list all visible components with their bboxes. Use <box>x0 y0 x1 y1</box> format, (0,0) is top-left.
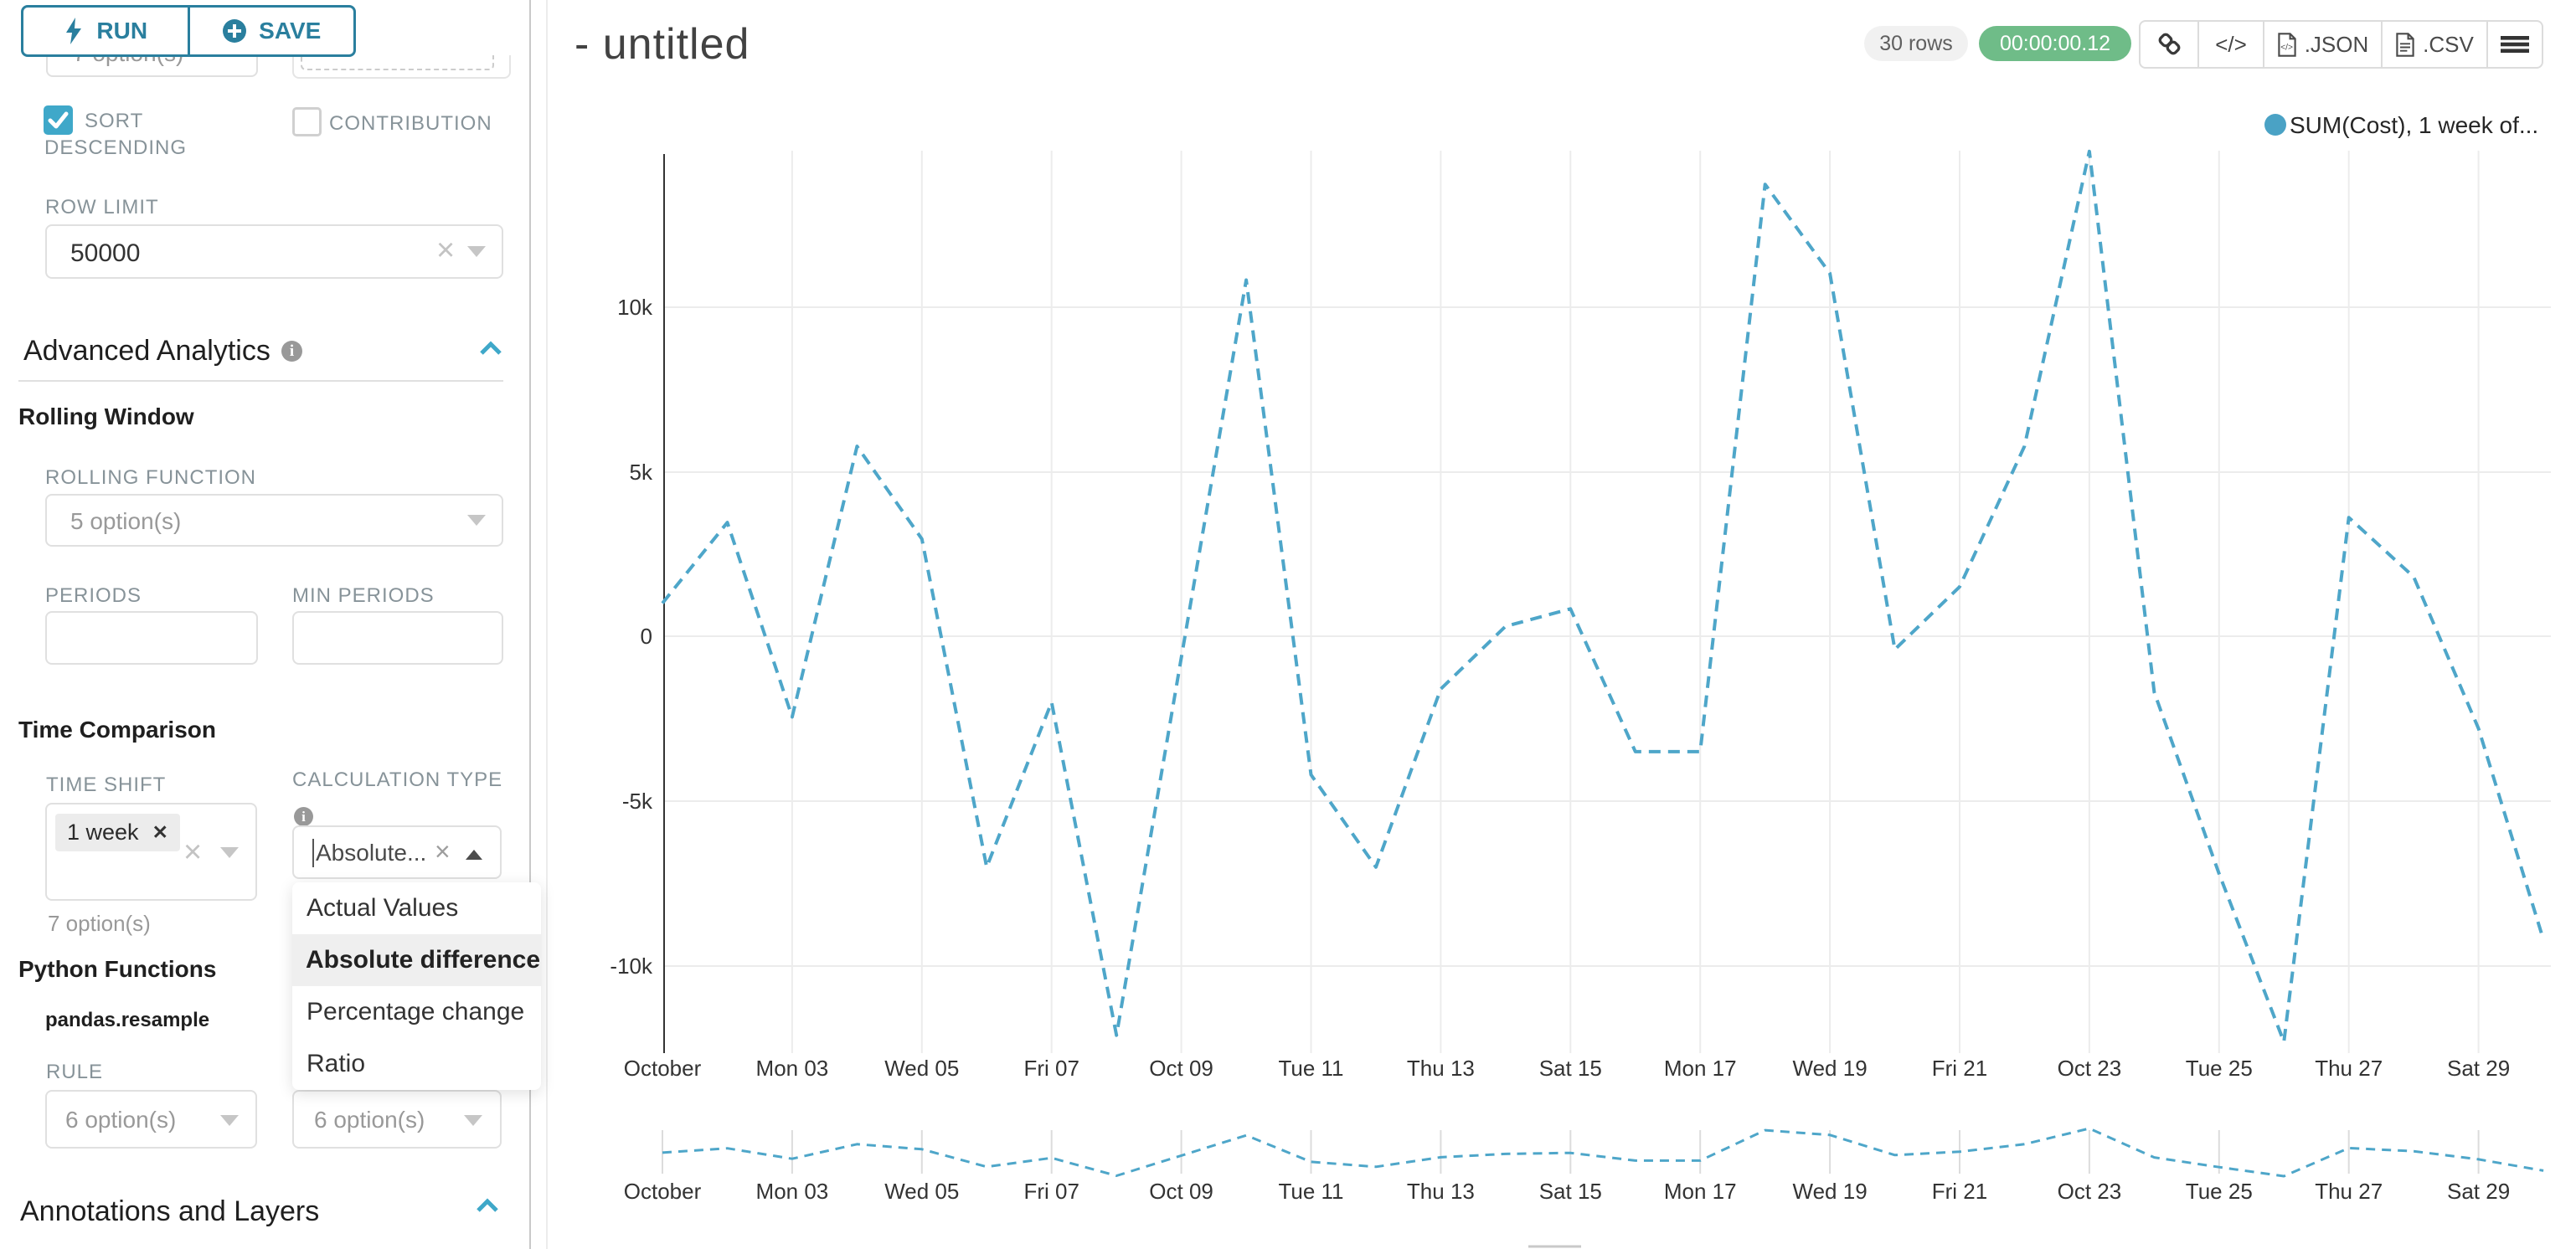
svg-text:Mon 17: Mon 17 <box>1664 1056 1737 1081</box>
svg-text:Sat 15: Sat 15 <box>1539 1056 1602 1081</box>
svg-text:Sat 29: Sat 29 <box>2447 1056 2510 1081</box>
svg-text:Sat 15: Sat 15 <box>1539 1179 1602 1204</box>
svg-text:Fri 21: Fri 21 <box>1932 1179 1987 1204</box>
svg-text:Oct 09: Oct 09 <box>1149 1056 1213 1081</box>
svg-text:Wed 19: Wed 19 <box>1793 1179 1868 1204</box>
svg-text:Oct 23: Oct 23 <box>2058 1056 2122 1081</box>
svg-text:Mon 17: Mon 17 <box>1664 1179 1737 1204</box>
svg-text:Fri 07: Fri 07 <box>1023 1056 1079 1081</box>
svg-text:Wed 19: Wed 19 <box>1793 1056 1868 1081</box>
svg-text:Oct 23: Oct 23 <box>2058 1179 2122 1204</box>
svg-text:Tue 11: Tue 11 <box>1278 1179 1343 1204</box>
svg-text:Mon 03: Mon 03 <box>756 1179 829 1204</box>
svg-text:0: 0 <box>641 624 652 649</box>
svg-text:October: October <box>624 1056 702 1081</box>
svg-text:Mon 03: Mon 03 <box>756 1056 829 1081</box>
svg-text:</>: </> <box>2280 43 2293 52</box>
svg-text:10k: 10k <box>617 295 653 320</box>
svg-text:SUM(Cost), 1 week of...: SUM(Cost), 1 week of... <box>2290 112 2538 138</box>
svg-text:October: October <box>624 1179 702 1204</box>
svg-text:Fri 21: Fri 21 <box>1932 1056 1987 1081</box>
svg-text:Thu 13: Thu 13 <box>1407 1056 1475 1081</box>
svg-text:Sat 29: Sat 29 <box>2447 1179 2510 1204</box>
svg-text:5k: 5k <box>630 460 653 485</box>
svg-text:Tue 25: Tue 25 <box>2186 1056 2253 1081</box>
svg-text:Wed 05: Wed 05 <box>884 1056 959 1081</box>
svg-text:Fri 07: Fri 07 <box>1023 1179 1079 1204</box>
svg-text:Thu 13: Thu 13 <box>1407 1179 1475 1204</box>
svg-text:Tue 11: Tue 11 <box>1278 1056 1343 1081</box>
svg-text:Wed 05: Wed 05 <box>884 1179 959 1204</box>
svg-text:Oct 09: Oct 09 <box>1149 1179 1213 1204</box>
svg-text:-5k: -5k <box>622 789 653 814</box>
svg-text:Thu 27: Thu 27 <box>2315 1179 2383 1204</box>
svg-text:Thu 27: Thu 27 <box>2315 1056 2383 1081</box>
svg-text:Tue 25: Tue 25 <box>2186 1179 2253 1204</box>
svg-text:-10k: -10k <box>610 953 653 979</box>
